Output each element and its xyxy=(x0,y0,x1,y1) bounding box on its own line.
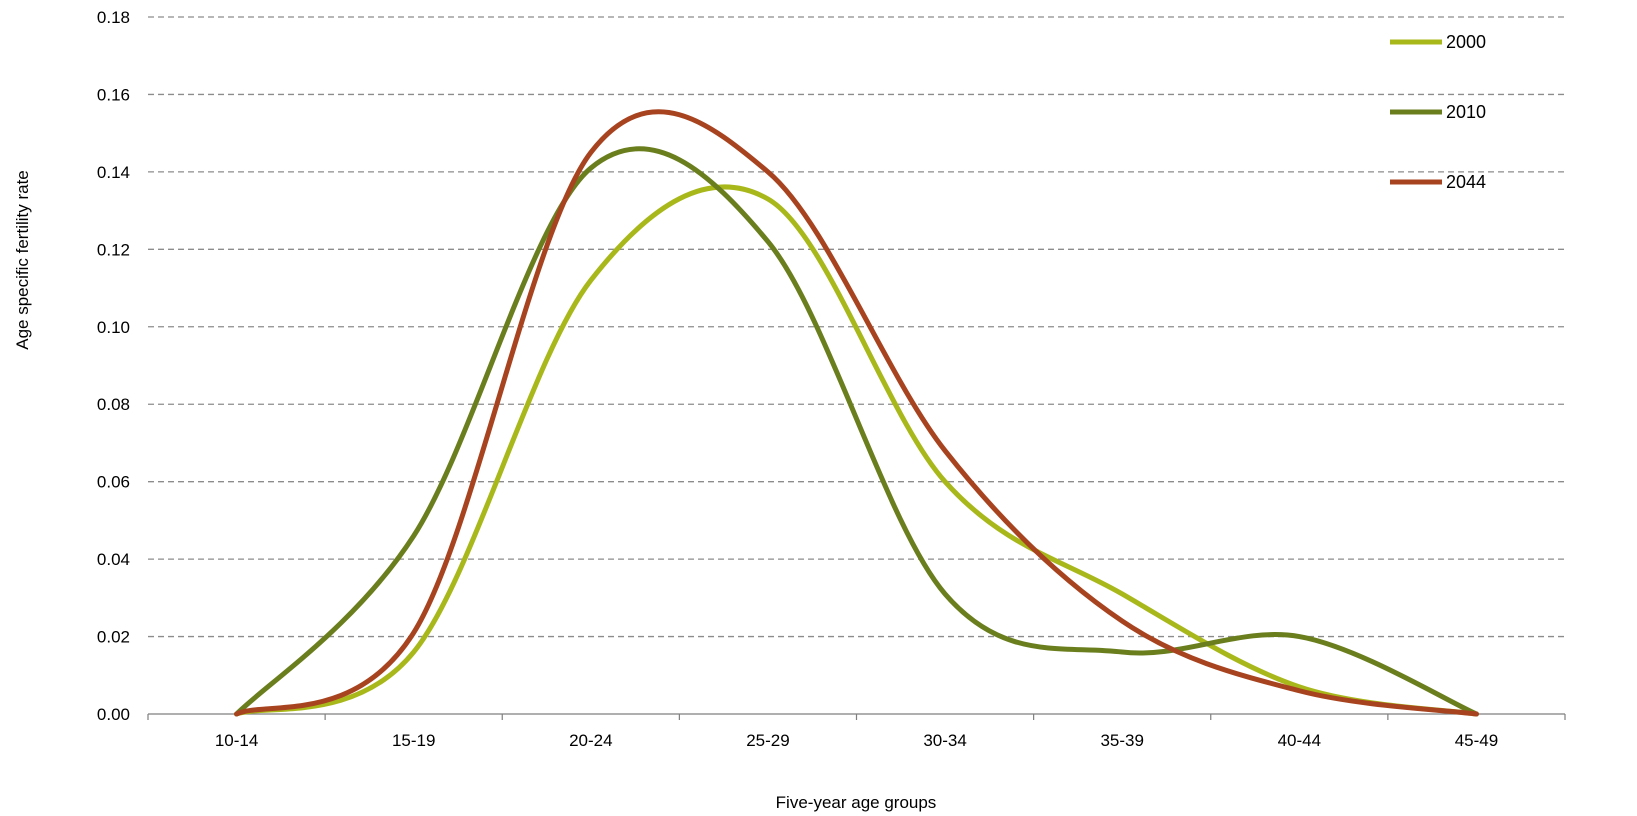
series-line-2044 xyxy=(234,109,1479,717)
legend-label-2000: 2000 xyxy=(1446,32,1486,52)
legend-label-2010: 2010 xyxy=(1446,102,1486,122)
x-tick-label: 45-49 xyxy=(1455,731,1498,750)
x-tick-label: 30-34 xyxy=(923,731,966,750)
y-tick-label: 0.04 xyxy=(97,550,130,569)
y-tick-label: 0.10 xyxy=(97,318,130,337)
y-tick-label: 0.06 xyxy=(97,473,130,492)
x-tick-label: 10-14 xyxy=(215,731,258,750)
legend-label-2044: 2044 xyxy=(1446,172,1486,192)
y-tick-label: 0.18 xyxy=(97,8,130,27)
x-tick-label: 15-19 xyxy=(392,731,435,750)
y-tick-label: 0.12 xyxy=(97,240,130,259)
series-lines xyxy=(234,109,1479,717)
x-tick-label: 20-24 xyxy=(569,731,612,750)
y-tick-label: 0.16 xyxy=(97,85,130,104)
x-axis-title: Five-year age groups xyxy=(776,793,937,812)
series-line-2000 xyxy=(234,184,1479,717)
gridlines xyxy=(148,16,1565,638)
axes: 0.00 0.02 0.04 0.06 0.08 0.10 0.12 0.14 0.16 0.18… xyxy=(97,8,1566,750)
y-tick-label: 0.02 xyxy=(97,628,130,647)
y-tick-label: 0.00 xyxy=(97,705,130,724)
legend: 2000 2010 2044 xyxy=(1390,32,1486,192)
series-line-2010 xyxy=(234,146,1479,717)
y-axis-title: Age specific fertility rate xyxy=(13,170,32,350)
y-tick-label: 0.14 xyxy=(97,163,130,182)
x-tick-label: 25-29 xyxy=(746,731,789,750)
y-tick-label: 0.08 xyxy=(97,395,130,414)
x-tick-label: 35-39 xyxy=(1100,731,1143,750)
x-tick-label: 40-44 xyxy=(1278,731,1321,750)
